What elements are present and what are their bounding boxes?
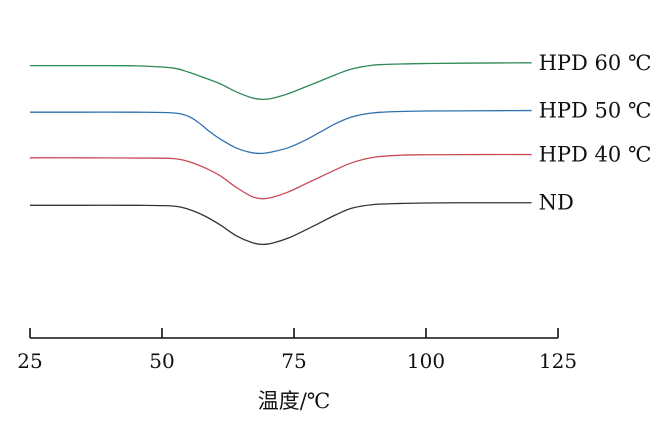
series-line-hpd-50	[29, 109, 532, 155]
x-tick-label: 125	[539, 349, 577, 373]
x-tick-label: 25	[17, 349, 42, 373]
series-line-hpd-40	[29, 153, 532, 200]
series-label-layer: HPD 60 ℃ HPD 50 ℃ HPD 40 ℃ ND	[539, 51, 652, 215]
x-tick-label: 50	[149, 349, 174, 373]
series-label-hpd-40: HPD 40 ℃	[539, 143, 652, 167]
x-axis-title: 温度/℃	[258, 389, 331, 413]
series-label-nd: ND	[539, 191, 574, 215]
series-label-hpd-60: HPD 60 ℃	[539, 51, 652, 75]
series-line-hpd-60	[29, 62, 532, 101]
x-tick-layer: 25 50 75 100 125	[17, 328, 577, 373]
series-label-hpd-50: HPD 50 ℃	[539, 99, 652, 123]
series-line-nd	[30, 202, 532, 246]
x-tick-label: 100	[407, 349, 445, 373]
x-tick-label: 75	[281, 349, 306, 373]
series-layer	[29, 62, 532, 246]
